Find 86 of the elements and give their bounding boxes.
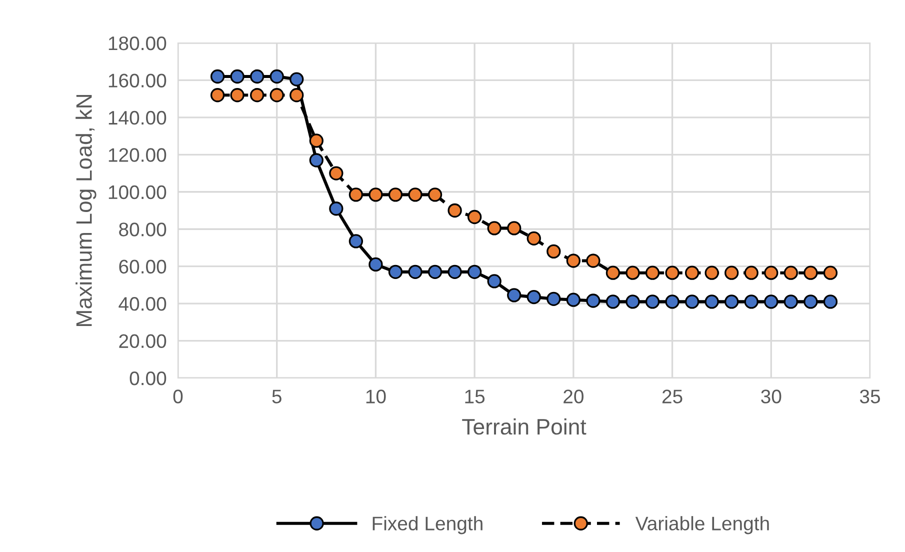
x-tick-label: 0 xyxy=(173,390,183,404)
point xyxy=(210,69,225,84)
point xyxy=(665,266,680,280)
point xyxy=(526,231,541,246)
point xyxy=(823,266,838,280)
x-tick-label: 25 xyxy=(662,390,682,404)
point xyxy=(626,294,640,309)
point xyxy=(250,88,264,102)
point xyxy=(586,294,600,308)
point xyxy=(408,188,422,202)
point xyxy=(290,88,304,102)
point xyxy=(704,266,719,280)
point xyxy=(388,264,403,279)
point xyxy=(526,290,541,304)
legend-label: Fixed Length xyxy=(372,516,482,534)
point xyxy=(448,203,462,218)
point xyxy=(230,69,244,84)
point xyxy=(724,294,739,309)
point xyxy=(665,294,680,309)
point xyxy=(270,69,284,84)
point xyxy=(823,294,838,309)
x-tick-label: 15 xyxy=(465,390,485,404)
point xyxy=(724,266,739,280)
point xyxy=(645,294,660,309)
point xyxy=(428,188,442,202)
y-tick-label: 80.00 xyxy=(119,222,166,236)
point xyxy=(368,188,383,202)
point xyxy=(250,69,264,84)
point xyxy=(329,202,344,216)
point xyxy=(744,294,758,309)
y-tick-label: 180.00 xyxy=(108,36,166,50)
point xyxy=(487,274,502,288)
point xyxy=(704,294,719,309)
point xyxy=(606,294,620,309)
point xyxy=(428,264,442,279)
point xyxy=(210,88,225,102)
point xyxy=(309,134,324,148)
y-tick-label: 140.00 xyxy=(108,110,166,125)
point xyxy=(448,264,462,279)
legend-label: Variable Length xyxy=(635,516,769,534)
point xyxy=(309,153,324,168)
point xyxy=(764,294,778,309)
y-tick-label: 120.00 xyxy=(108,148,166,162)
point xyxy=(566,292,581,307)
y-tick-label: 40.00 xyxy=(118,297,166,311)
point xyxy=(586,254,600,268)
point xyxy=(388,188,403,202)
point xyxy=(507,221,522,236)
point xyxy=(408,264,422,279)
point xyxy=(784,294,798,309)
x-tick-label: 10 xyxy=(366,390,386,404)
y-tick-label: 160.00 xyxy=(108,74,166,88)
point xyxy=(764,266,778,280)
point xyxy=(507,288,522,302)
x-tick-label: 5 xyxy=(272,390,282,404)
y-tick-label: 0.00 xyxy=(130,371,166,386)
point xyxy=(270,88,284,102)
point xyxy=(467,264,482,279)
point xyxy=(566,254,581,268)
point xyxy=(645,266,660,280)
point xyxy=(348,234,364,248)
y-tick-label: 20.00 xyxy=(119,334,166,348)
point xyxy=(348,188,364,202)
point xyxy=(784,266,798,280)
point xyxy=(626,266,640,280)
point xyxy=(368,257,383,272)
y-axis-title: Maximum Log Load, kN xyxy=(76,94,96,326)
point xyxy=(230,88,244,102)
x-tick-label: 35 xyxy=(860,390,880,404)
point xyxy=(684,294,700,309)
point xyxy=(546,244,561,259)
x-axis-title: Terrain Point xyxy=(462,418,586,435)
point xyxy=(467,210,482,224)
point xyxy=(684,266,700,280)
point xyxy=(804,294,818,309)
point xyxy=(290,72,304,86)
point xyxy=(329,166,344,180)
y-tick-label: 100.00 xyxy=(108,185,166,200)
point xyxy=(606,266,620,280)
x-tick-label: 20 xyxy=(564,390,584,404)
point xyxy=(744,266,758,280)
point xyxy=(546,292,561,306)
x-tick-label: 30 xyxy=(761,390,782,404)
y-tick-label: 60.00 xyxy=(119,260,166,274)
point xyxy=(487,221,502,236)
point xyxy=(804,266,818,280)
